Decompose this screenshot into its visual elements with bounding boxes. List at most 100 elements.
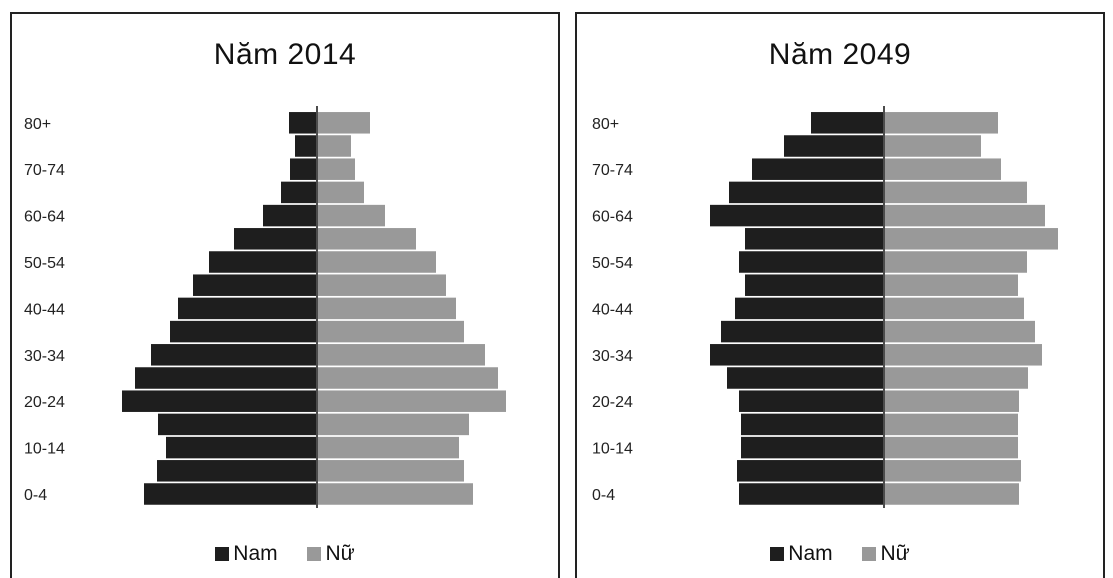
legend-item-female: Nữ <box>307 542 355 566</box>
legend-item-male: Nam <box>215 542 278 566</box>
female-bar-25-29 <box>318 367 498 389</box>
y-tick-label: 20-24 <box>24 394 65 411</box>
legend-label-female: Nữ <box>325 542 355 565</box>
male-bar-5-9 <box>157 460 316 482</box>
y-tick-label: 40-44 <box>592 301 633 318</box>
female-bar-20-24 <box>885 390 1019 412</box>
male-bar-55-59 <box>234 228 316 250</box>
y-tick-label: 40-44 <box>24 301 65 318</box>
pyramid-chart-2014: 0-4 10-14 20-24 30-34 40-44 50-54 60-64 70-74 80… <box>24 106 506 508</box>
y-tick-label: 60-64 <box>24 209 65 226</box>
y-tick-label: 50-54 <box>24 255 65 272</box>
y-tick-label: 0-4 <box>592 487 615 504</box>
legend: Nam Nữ <box>12 542 558 567</box>
female-bar-55-59 <box>318 228 416 250</box>
male-bar-30-34 <box>710 344 883 366</box>
legend-label-female: Nữ <box>880 542 910 565</box>
female-bar-0-4 <box>318 483 473 505</box>
female-bar-40-44 <box>885 297 1024 320</box>
female-bar-65-69 <box>885 181 1027 204</box>
y-tick-label: 70-74 <box>24 162 65 179</box>
female-bar-40-44 <box>318 297 456 320</box>
female-bar-50-54 <box>885 251 1027 273</box>
female-bar-10-14 <box>318 436 459 459</box>
male-bar-0-4 <box>144 483 316 505</box>
male-bar-10-14 <box>741 436 883 459</box>
female-bar-70-74 <box>318 158 355 180</box>
male-bar-75-79 <box>784 135 883 157</box>
male-bar-75-79 <box>295 135 316 157</box>
legend-swatch-female <box>862 547 877 561</box>
chart-title: Năm 2049 <box>768 38 912 71</box>
female-bar-20-24 <box>318 390 506 412</box>
y-tick-label: 0-4 <box>24 487 47 504</box>
legend-swatch-male <box>215 547 230 561</box>
female-bar-15-19 <box>885 413 1018 436</box>
y-tick-label: 70-74 <box>592 162 633 179</box>
legend-item-female: Nữ <box>862 542 910 566</box>
female-bar-70-74 <box>885 158 1001 180</box>
male-bar-70-74 <box>752 158 883 180</box>
y-tick-label: 20-24 <box>592 394 633 411</box>
y-tick-label: 30-34 <box>24 348 65 365</box>
female-bar-5-9 <box>885 460 1021 482</box>
female-bar-60-64 <box>885 204 1045 227</box>
male-bar-15-19 <box>158 413 316 436</box>
y-tick-label: 50-54 <box>592 255 633 272</box>
pyramid-panel-2014: Năm 2014 0-4 10-14 20-24 30-34 40-44 50-54 60-… <box>10 12 560 578</box>
female-bar-65-69 <box>318 181 364 204</box>
female-bar-35-39 <box>885 320 1035 343</box>
male-bar-30-34 <box>151 344 316 366</box>
male-bar-55-59 <box>745 228 883 250</box>
chart-title: Năm 2014 <box>213 38 357 71</box>
male-bar-35-39 <box>721 320 883 343</box>
male-bar-60-64 <box>710 204 883 227</box>
legend-item-male: Nam <box>770 542 833 566</box>
female-bar-10-14 <box>885 436 1018 459</box>
male-bar-45-49 <box>193 274 316 296</box>
legend-swatch-male <box>770 547 785 561</box>
female-bar-15-19 <box>318 413 469 436</box>
male-bar-35-39 <box>170 320 316 343</box>
female-bar-80+ <box>885 112 998 134</box>
male-bar-65-69 <box>281 181 316 204</box>
y-tick-label: 60-64 <box>592 209 633 226</box>
male-bar-50-54 <box>739 251 883 273</box>
female-bar-80+ <box>318 112 370 134</box>
y-tick-label: 10-14 <box>24 441 65 458</box>
female-bar-5-9 <box>318 460 464 482</box>
legend-label-male: Nam <box>788 542 833 565</box>
male-bar-80+ <box>811 112 883 134</box>
female-bar-0-4 <box>885 483 1019 505</box>
y-tick-label: 10-14 <box>592 441 633 458</box>
pyramid-chart-2049: 0-4 10-14 20-24 30-34 40-44 50-54 60-64 70-74 80… <box>592 106 1058 508</box>
male-bar-5-9 <box>737 460 883 482</box>
male-bar-70-74 <box>290 158 316 180</box>
female-bar-35-39 <box>318 320 464 343</box>
legend: Nam Nữ <box>577 542 1103 567</box>
female-bar-60-64 <box>318 204 385 227</box>
male-bar-40-44 <box>735 297 883 320</box>
male-bar-40-44 <box>178 297 316 320</box>
male-bar-20-24 <box>739 390 883 412</box>
male-bar-60-64 <box>263 204 316 227</box>
male-bar-50-54 <box>209 251 316 273</box>
y-tick-label: 30-34 <box>592 348 633 365</box>
female-bar-30-34 <box>885 344 1042 366</box>
male-bar-45-49 <box>745 274 883 296</box>
y-tick-label: 80+ <box>592 116 619 133</box>
female-bar-75-79 <box>318 135 351 157</box>
female-bar-45-49 <box>885 274 1018 296</box>
male-bar-20-24 <box>122 390 316 412</box>
legend-swatch-female <box>307 547 322 561</box>
pyramid-panel-2049: Năm 2049 0-4 10-14 20-24 30-34 40-44 50-54 60-… <box>575 12 1105 578</box>
female-bar-30-34 <box>318 344 485 366</box>
male-bar-25-29 <box>727 367 883 389</box>
female-bar-25-29 <box>885 367 1028 389</box>
y-tick-label: 80+ <box>24 116 51 133</box>
female-bar-75-79 <box>885 135 981 157</box>
male-bar-10-14 <box>166 436 316 459</box>
male-bar-25-29 <box>135 367 316 389</box>
male-bar-0-4 <box>739 483 883 505</box>
female-bar-50-54 <box>318 251 436 273</box>
